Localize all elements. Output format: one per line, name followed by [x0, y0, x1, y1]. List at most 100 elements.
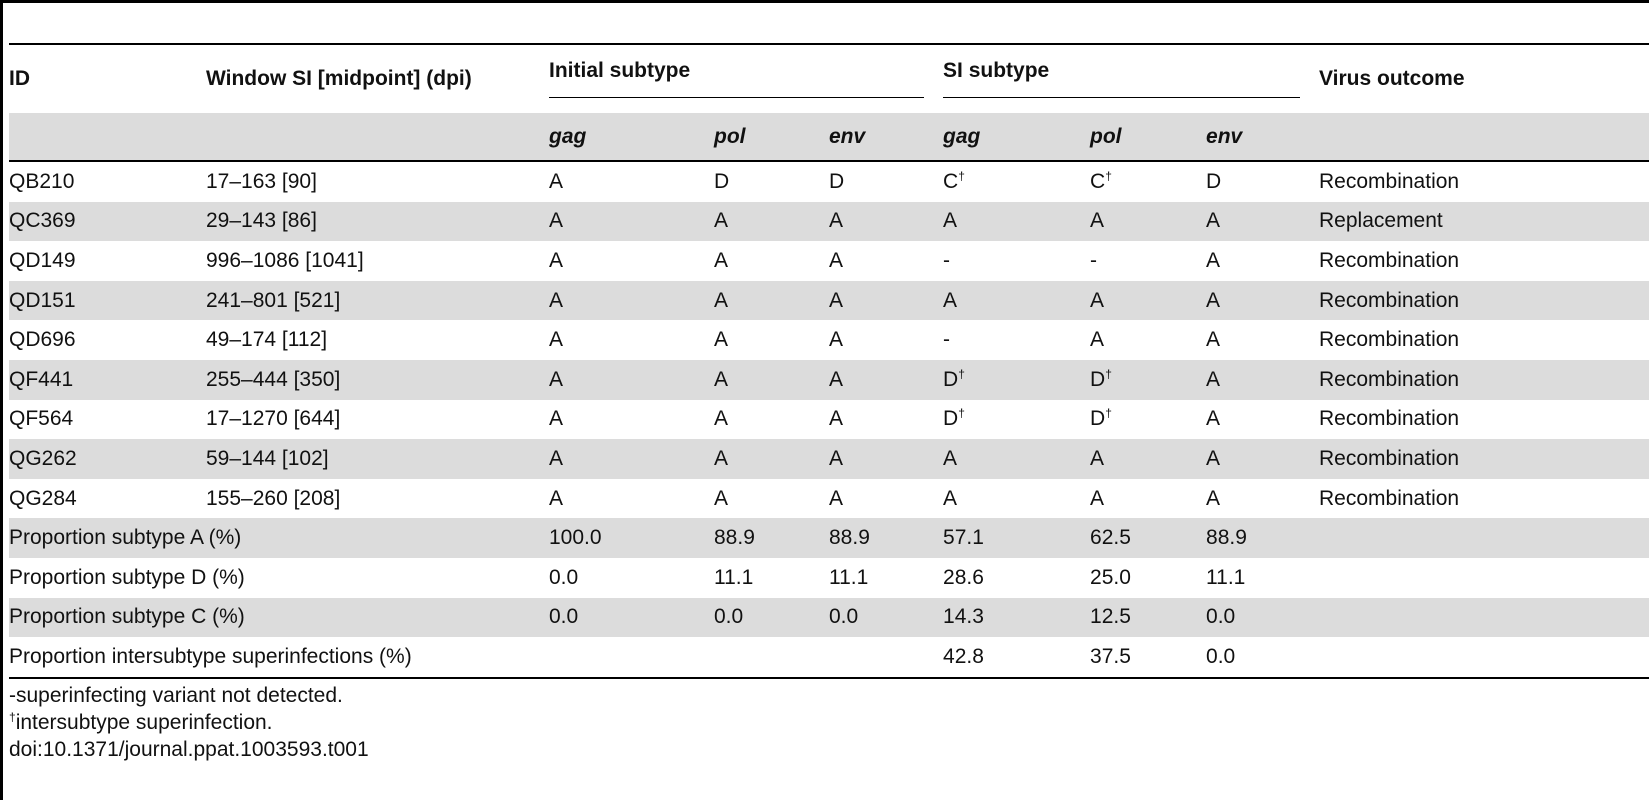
cell-initial-pol: A: [714, 328, 729, 352]
cell-si-env: A: [1206, 328, 1221, 352]
cell-value: A: [1090, 446, 1105, 470]
cell-initial-gag: A: [549, 169, 564, 193]
cell-id: QF441: [9, 359, 206, 400]
cell-window: 241–801 [521]: [206, 280, 549, 321]
cell-value: C: [943, 169, 959, 193]
table-row: QG284 155–260 [208] A A A A A A Recombin…: [9, 479, 1649, 519]
superinfection-table: ID Window SI [midpoint] (dpi) Initial su…: [9, 43, 1649, 679]
cell-initial-gag: A: [549, 407, 564, 431]
summary-outcome-empty: [1319, 637, 1649, 679]
cell-initial-pol: D: [714, 169, 730, 193]
dagger-mark: †: [9, 710, 16, 724]
header-row-genes: gag pol env gag pol env: [9, 113, 1649, 162]
cell-value: A: [943, 446, 958, 470]
cell-outcome: Recombination: [1319, 359, 1649, 400]
summary-si-pol: 37.5: [1090, 637, 1207, 679]
summary-label: Proportion subtype D (%): [9, 565, 245, 589]
summary-row: Proportion subtype A (%) 100.0 88.9 88.9…: [9, 518, 1649, 558]
header-initial-subtype: Initial subtype: [549, 43, 944, 113]
cell-initial-pol: A: [714, 439, 829, 479]
dagger-mark: †: [958, 406, 965, 421]
header-initial-env: env: [829, 113, 944, 162]
initial-subtype-label: Initial subtype: [549, 59, 925, 98]
cell-initial-env: D: [829, 169, 845, 193]
table-row: QD696 49–174 [112] A A A - A A Recombina…: [9, 320, 1649, 360]
cell-value: A: [1090, 486, 1105, 510]
summary-si-env: 0.0: [1206, 597, 1320, 638]
summary-si-gag: 28.6: [943, 565, 984, 589]
cell-initial-gag: A: [549, 486, 564, 510]
cell-initial-gag: A: [549, 280, 714, 321]
cell-window: 29–143 [86]: [206, 201, 549, 242]
summary-outcome-empty: [1319, 558, 1649, 598]
cell-value: D: [943, 367, 959, 391]
header-si-subtype: SI subtype: [943, 43, 1320, 113]
cell-value: A: [1090, 209, 1105, 233]
summary-si-env: 88.9: [1206, 518, 1320, 558]
cell-initial-pol: A: [714, 280, 829, 321]
summary-si-gag: 14.3: [943, 597, 1091, 638]
cell-si-pol: D†: [1090, 400, 1206, 440]
cell-si-gag: A: [943, 439, 1091, 479]
summary-outcome-empty: [1319, 597, 1649, 638]
summary-si-gag: 42.8: [943, 637, 1091, 679]
cell-value: -: [943, 328, 951, 352]
summary-initial-env: [829, 637, 944, 679]
cell-outcome: Recombination: [1319, 486, 1460, 510]
left-border-rule: [0, 0, 3, 800]
cell-si-pol: A: [1090, 201, 1207, 242]
table-row: QF441 255–444 [350] A A A D† D† A Recomb…: [9, 359, 1649, 400]
cell-id: QC369: [9, 201, 206, 242]
summary-label: Proportion subtype A (%): [9, 518, 549, 558]
cell-window: 17–1270 [644]: [206, 407, 341, 431]
cell-window: 155–260 [208]: [206, 486, 341, 510]
table-header: ID Window SI [midpoint] (dpi) Initial su…: [9, 43, 1649, 162]
table-row: QC369 29–143 [86] A A A A A A Replacemen…: [9, 201, 1649, 242]
summary-row: Proportion subtype D (%) 0.0 11.1 11.1 2…: [9, 558, 1649, 598]
cell-id: QB210: [9, 169, 75, 193]
cell-id: QG262: [9, 439, 206, 479]
summary-row: Proportion subtype C (%) 0.0 0.0 0.0 14.…: [9, 597, 1649, 638]
cell-window: 996–1086 [1041]: [206, 248, 364, 272]
cell-outcome: Recombination: [1319, 407, 1460, 431]
cell-initial-pol: A: [714, 201, 829, 242]
summary-initial-pol: 11.1: [714, 565, 754, 589]
summary-si-pol: 62.5: [1090, 518, 1207, 558]
table-row: QF564 17–1270 [644] A A A D† D† A Recomb…: [9, 400, 1649, 440]
header-si-env: env: [1206, 113, 1320, 162]
header-row-primary: ID Window SI [midpoint] (dpi) Initial su…: [9, 43, 1649, 113]
cell-si-gag: A: [943, 479, 1090, 519]
cell-initial-env: A: [829, 201, 944, 242]
cell-si-env: A: [1206, 439, 1320, 479]
summary-initial-env: 0.0: [829, 597, 944, 638]
cell-si-gag: C†: [943, 161, 1090, 202]
header-si-pol: pol: [1090, 113, 1207, 162]
dagger-mark: †: [958, 366, 965, 381]
summary-si-pol: 25.0: [1090, 565, 1131, 589]
summary-label: Proportion intersubtype superinfections …: [9, 637, 829, 679]
cell-si-gag: -: [943, 320, 1090, 360]
table-footnotes: -superinfecting variant not detected. †i…: [9, 682, 369, 763]
dagger-mark: †: [1105, 406, 1112, 421]
dagger-mark: †: [958, 168, 965, 183]
footnote-not-detected: -superinfecting variant not detected.: [9, 684, 343, 707]
cell-id: QF564: [9, 407, 74, 431]
cell-initial-pol: A: [714, 248, 729, 272]
cell-window: 17–163 [90]: [206, 169, 317, 193]
summary-row: Proportion intersubtype superinfections …: [9, 637, 1649, 679]
table-body: QB210 17–163 [90] A D D C† C† D Recombin…: [9, 161, 1649, 679]
summary-outcome-empty: [1319, 518, 1649, 558]
cell-si-env: A: [1206, 359, 1320, 400]
summary-si-gag: 57.1: [943, 518, 1091, 558]
cell-value: -: [943, 248, 951, 272]
cell-initial-pol: A: [714, 486, 729, 510]
cell-initial-gag: A: [549, 439, 714, 479]
header-window: Window SI [midpoint] (dpi): [206, 43, 549, 113]
cell-si-env: A: [1206, 280, 1320, 321]
footnote-intersubtype-text: intersubtype superinfection.: [15, 711, 273, 734]
cell-si-pol: A: [1090, 479, 1206, 519]
table-row: QB210 17–163 [90] A D D C† C† D Recombin…: [9, 161, 1649, 202]
summary-si-pol: 12.5: [1090, 597, 1207, 638]
results-table-container: ID Window SI [midpoint] (dpi) Initial su…: [9, 43, 1649, 679]
cell-si-pol: A: [1090, 280, 1207, 321]
